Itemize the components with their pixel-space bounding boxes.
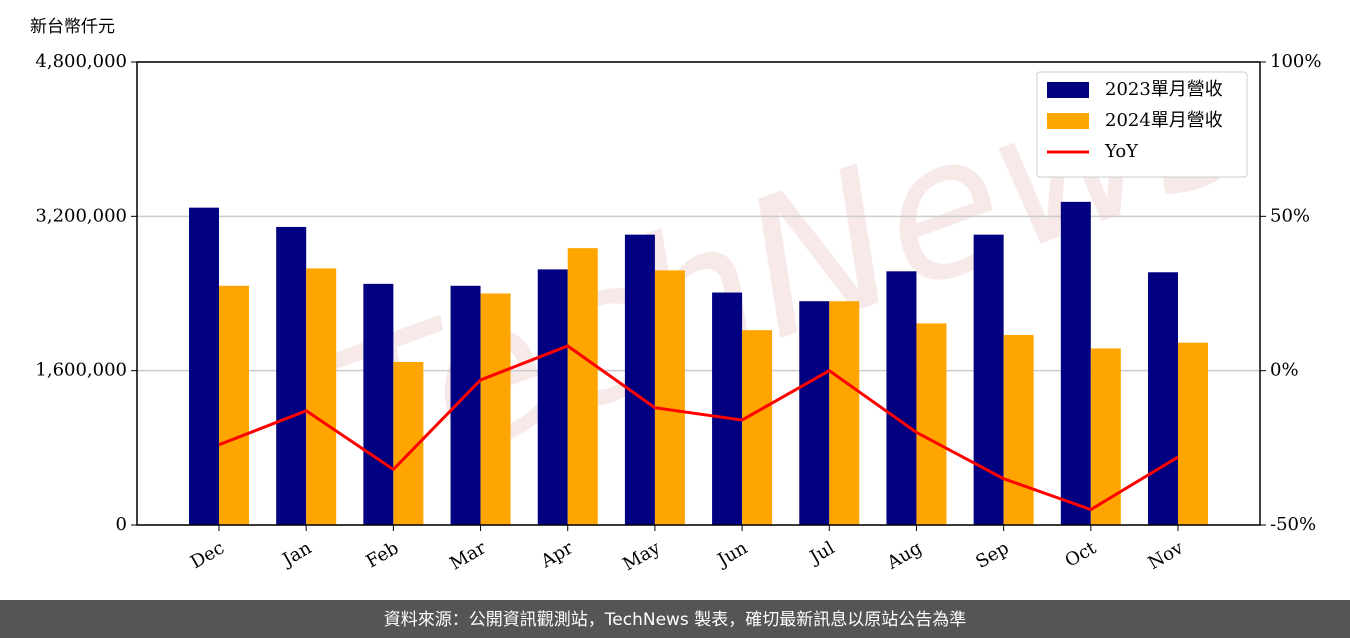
- bar: [712, 292, 743, 525]
- bar: [276, 226, 307, 525]
- bar: [973, 234, 1004, 526]
- x-tick-label: Jun: [713, 537, 752, 572]
- y2-tick-label: 0%: [1270, 360, 1299, 381]
- bar: [1090, 348, 1121, 525]
- plot-frame: [136, 61, 1261, 526]
- y-tick-label: 0: [116, 514, 127, 535]
- bar: [363, 283, 394, 525]
- line: [218, 344, 1179, 512]
- bar: [886, 271, 917, 525]
- bar: [189, 207, 219, 525]
- legend-swatch: [1047, 113, 1089, 129]
- bar: [624, 234, 655, 526]
- x-tick-label: Aug: [883, 537, 926, 574]
- x-tick-label: Jan: [277, 537, 315, 571]
- y-tick-label: 3,200,000: [35, 205, 127, 226]
- x-tick-label: Mar: [446, 537, 490, 574]
- x-tick-label: Jul: [805, 537, 839, 569]
- bar: [219, 285, 249, 525]
- y-tick-label: 4,800,000: [35, 51, 127, 72]
- y2-tick-label: 100%: [1270, 51, 1321, 72]
- footer: 資料來源：公開資訊觀測站，TechNews 製表，確切最新訊息以原站公告為準: [384, 610, 966, 630]
- x-tick-label: Oct: [1062, 537, 1101, 572]
- y-tick-label: 1,600,000: [35, 360, 127, 381]
- footer-bar: [0, 600, 1350, 638]
- bar: [567, 248, 598, 525]
- y-axis-label: 新台幣仟元: [30, 17, 115, 37]
- legend-swatch: [1047, 82, 1089, 98]
- bar: [1060, 201, 1091, 526]
- legend-label: 2023單月營收: [1105, 79, 1223, 100]
- bar: [1003, 334, 1034, 525]
- x-tick-label: May: [619, 537, 664, 575]
- bar: [1148, 272, 1178, 525]
- bar: [799, 301, 830, 525]
- bar: [654, 270, 685, 525]
- bar: [829, 301, 860, 525]
- x-tick-label: Apr: [537, 537, 577, 572]
- y2-tick-label: -50%: [1270, 514, 1316, 535]
- legend-box: [1036, 71, 1248, 178]
- x-tick-label: Feb: [363, 537, 403, 572]
- x-tick-label: Sep: [972, 537, 1012, 572]
- legend-label: YoY: [1104, 141, 1139, 162]
- x-tick-label: Nov: [1145, 537, 1188, 574]
- legend-label: 2024單月營收: [1105, 110, 1223, 131]
- bar: [537, 269, 568, 525]
- bar: [306, 268, 337, 525]
- bar: [1178, 342, 1208, 525]
- y2-tick-label: 50%: [1270, 205, 1310, 226]
- bar: [742, 330, 773, 525]
- x-tick-label: Dec: [187, 537, 228, 573]
- bar: [916, 323, 947, 525]
- bar: [480, 293, 511, 525]
